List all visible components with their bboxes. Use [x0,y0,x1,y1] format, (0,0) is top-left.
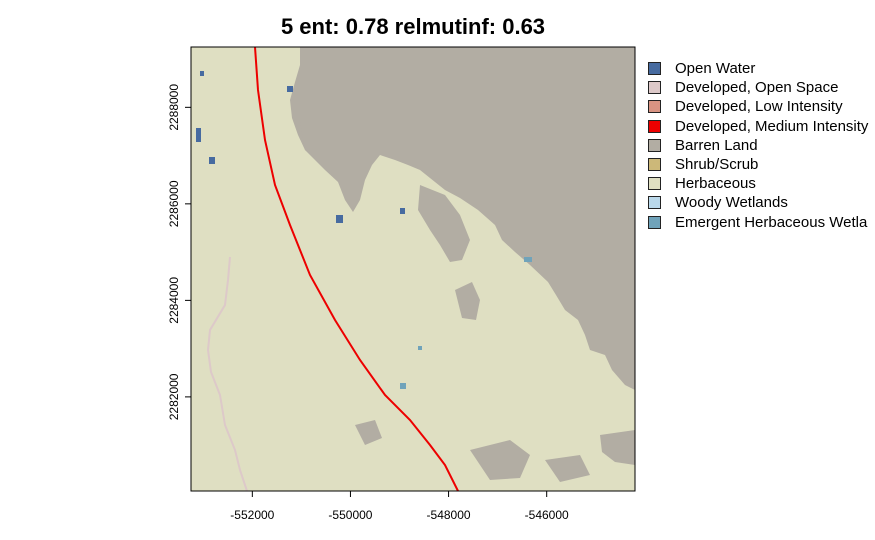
legend-swatch [648,62,661,76]
legend-label: Shrub/Scrub [675,155,759,173]
legend-swatch [648,81,661,95]
x-tick-label: -546000 [525,508,569,522]
legend-item-developed-open-space: Developed, Open Space [648,78,868,97]
x-axis: -552000 -550000 -548000 -546000 [230,491,569,522]
legend-label: Barren Land [675,136,758,154]
y-tick-label: 2284000 [167,277,181,324]
legend-label: Developed, Medium Intensity [675,117,869,135]
water-patch [200,71,204,76]
x-tick-label: -552000 [230,508,274,522]
y-tick-label: 2286000 [167,180,181,227]
legend-item-woody-wetlands: Woody Wetlands [648,193,868,212]
legend-item-barren-land: Barren Land [648,136,868,155]
barren-region-east-lobe [560,150,635,262]
legend: Open Water Developed, Open Space Develop… [648,59,868,232]
water-patch [336,215,343,223]
legend-label: Emergent Herbaceous Wetla [675,213,868,231]
barren-region-bottom [470,440,530,480]
legend-swatch [648,196,661,210]
y-tick-label: 2282000 [167,373,181,420]
plot-frame [190,46,636,492]
legend-label: Developed, Open Space [675,79,839,97]
legend-swatch [648,138,661,152]
barren-region-main [290,47,635,390]
legend-swatch [648,177,661,191]
barren-region-west-lobe [300,110,345,160]
barren-region-mid [455,282,480,320]
legend-label: Herbaceous [675,175,756,193]
water-patch [524,257,532,262]
barren-land-areas [290,47,635,482]
legend-swatch [648,215,661,229]
map-raster [191,47,635,491]
water-patch [400,383,406,389]
legend-swatch [648,100,661,114]
water-patch [418,346,422,350]
barren-region-south-patch [355,420,382,445]
legend-item-open-water: Open Water [648,59,868,78]
barren-region-southeast [600,430,635,465]
water-patch [196,128,201,142]
legend-item-shrub-scrub: Shrub/Scrub [648,155,868,174]
water-patch [209,157,215,164]
legend-item-emergent-herbaceous-wetlands: Emergent Herbaceous Wetla [648,213,868,232]
legend-label: Developed, Low Intensity [675,98,843,116]
legend-label: Woody Wetlands [675,194,788,212]
legend-swatch [648,158,661,172]
barren-region-bottom-right [545,455,590,482]
road-line [254,47,459,491]
barren-region-south-lobe [418,185,470,262]
x-tick-label: -550000 [328,508,372,522]
legend-item-developed-low-intensity: Developed, Low Intensity [648,97,868,116]
y-axis: 2282000 2284000 2286000 2288000 [167,84,191,420]
x-tick-label: -548000 [427,508,471,522]
map-title: 5 ent: 0.78 relmutinf: 0.63 [280,14,546,39]
water-patch [287,86,293,92]
trail-line [206,256,248,491]
legend-item-herbaceous: Herbaceous [648,174,868,193]
y-tick-label: 2288000 [167,84,181,131]
legend-item-developed-medium-intensity: Developed, Medium Intensity [648,117,868,136]
legend-swatch [648,119,661,133]
legend-label: Open Water [675,60,756,77]
water-patch [400,208,405,214]
